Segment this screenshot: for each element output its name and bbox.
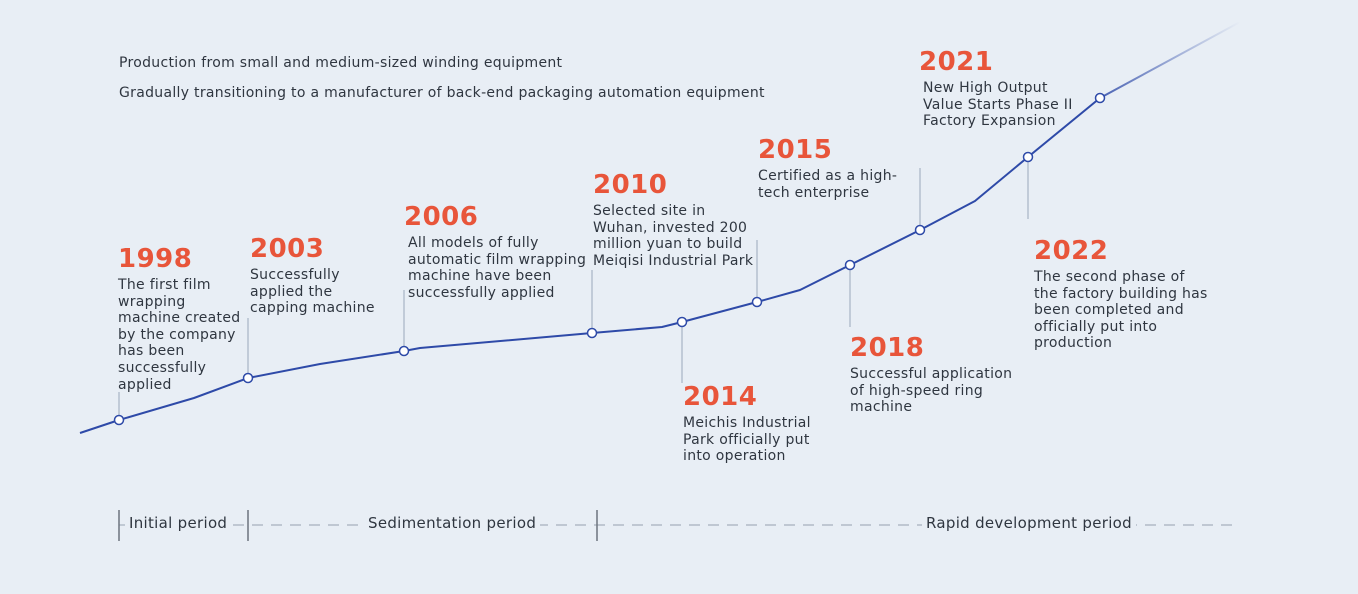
event-2022: 2022 The second phase of the factory bui… — [1034, 236, 1209, 352]
event-1998: 1998 The first film wrapping machine cre… — [118, 244, 250, 393]
intro-line-1: Production from small and medium-sized w… — [119, 55, 563, 71]
milestone-dot-2022 — [1022, 151, 1034, 163]
event-2006: 2006 All models of fully automatic film … — [404, 202, 592, 301]
event-year: 2018 — [850, 333, 925, 363]
milestone-dot-2018 — [844, 259, 856, 271]
growth-line-fade — [1099, 21, 1241, 99]
milestone-dot-future — [1094, 92, 1106, 104]
period-rapid-development: Rapid development period — [922, 514, 1136, 532]
event-description: The first film wrapping machine created … — [118, 277, 241, 393]
period-initial: Initial period — [125, 514, 232, 532]
event-description: New High Output Value Starts Phase II Fa… — [923, 80, 1073, 130]
milestone-dot-1998 — [113, 414, 125, 426]
event-description: All models of fully automatic film wrapp… — [408, 235, 587, 301]
milestone-dot-2010 — [586, 327, 598, 339]
event-2003: 2003 Successfully applied the capping ma… — [250, 234, 390, 317]
event-2021: 2021 New High Output Value Starts Phase … — [919, 47, 1079, 130]
milestone-dot-2021 — [914, 224, 926, 236]
event-year: 2014 — [683, 382, 758, 412]
event-year: 2015 — [758, 135, 833, 165]
event-description: Successful application of high-speed rin… — [850, 366, 1013, 416]
intro-line-2: Gradually transitioning to a manufacture… — [119, 85, 765, 101]
milestone-dot-2006 — [398, 345, 410, 357]
event-description: The second phase of the factory building… — [1034, 269, 1208, 352]
milestone-dot-2014 — [676, 316, 688, 328]
event-year: 2006 — [404, 202, 479, 232]
milestone-dot-2015 — [751, 296, 763, 308]
milestone-dot-2003 — [242, 372, 254, 384]
growth-line — [79, 97, 1101, 434]
event-2018: 2018 Successful application of high-spee… — [850, 333, 1030, 416]
event-year: 2010 — [593, 170, 668, 200]
period-sedimentation: Sedimentation period — [364, 514, 541, 532]
event-year: 2003 — [250, 234, 325, 264]
event-description: Certified as a high-tech enterprise — [758, 168, 898, 201]
event-2014: 2014 Meichis Industrial Park officially … — [683, 382, 833, 465]
event-2015: 2015 Certified as a high-tech enterprise — [758, 135, 918, 201]
event-year: 2022 — [1034, 236, 1109, 266]
event-description: Selected site in Wuhan, invested 200 mil… — [593, 203, 754, 269]
event-year: 1998 — [118, 244, 193, 274]
event-year: 2021 — [919, 47, 994, 77]
event-2010: 2010 Selected site in Wuhan, invested 20… — [593, 170, 763, 269]
event-description: Successfully applied the capping machine — [250, 267, 375, 317]
event-description: Meichis Industrial Park officially put i… — [683, 415, 811, 465]
